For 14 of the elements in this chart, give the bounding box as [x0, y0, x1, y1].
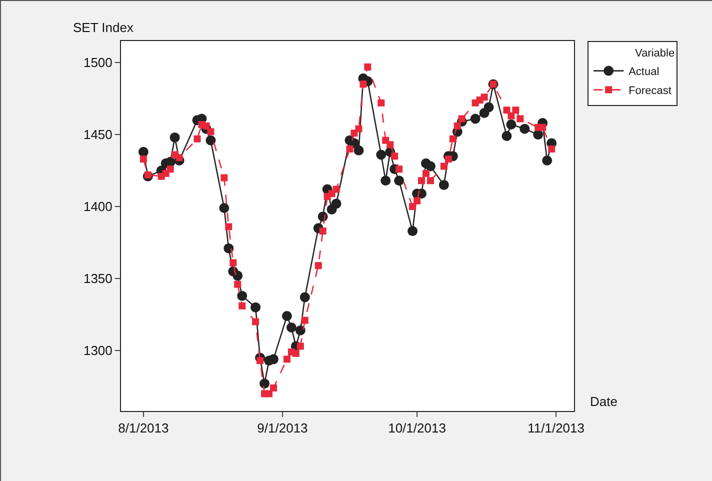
legend-label: Forecast: [628, 85, 672, 98]
x-tick-label: 10/1/2013: [388, 420, 446, 436]
x-axis-title: Date: [590, 394, 618, 409]
y-tick-label: 1300: [83, 343, 112, 358]
y-tick-label: 1450: [83, 127, 112, 142]
x-tick-label: 9/1/2013: [257, 420, 308, 436]
legend-label: Actual: [628, 66, 660, 78]
x-tick-label: 8/1/2013: [118, 420, 169, 436]
y-tick-label: 1400: [83, 199, 112, 214]
legend-title: Variable: [635, 47, 675, 60]
y-tick-label: 1350: [83, 271, 112, 286]
y-axis-title: SET Index: [73, 20, 134, 35]
y-tick-label: 1500: [83, 55, 112, 70]
x-tick-label: 11/1/2013: [528, 420, 584, 436]
